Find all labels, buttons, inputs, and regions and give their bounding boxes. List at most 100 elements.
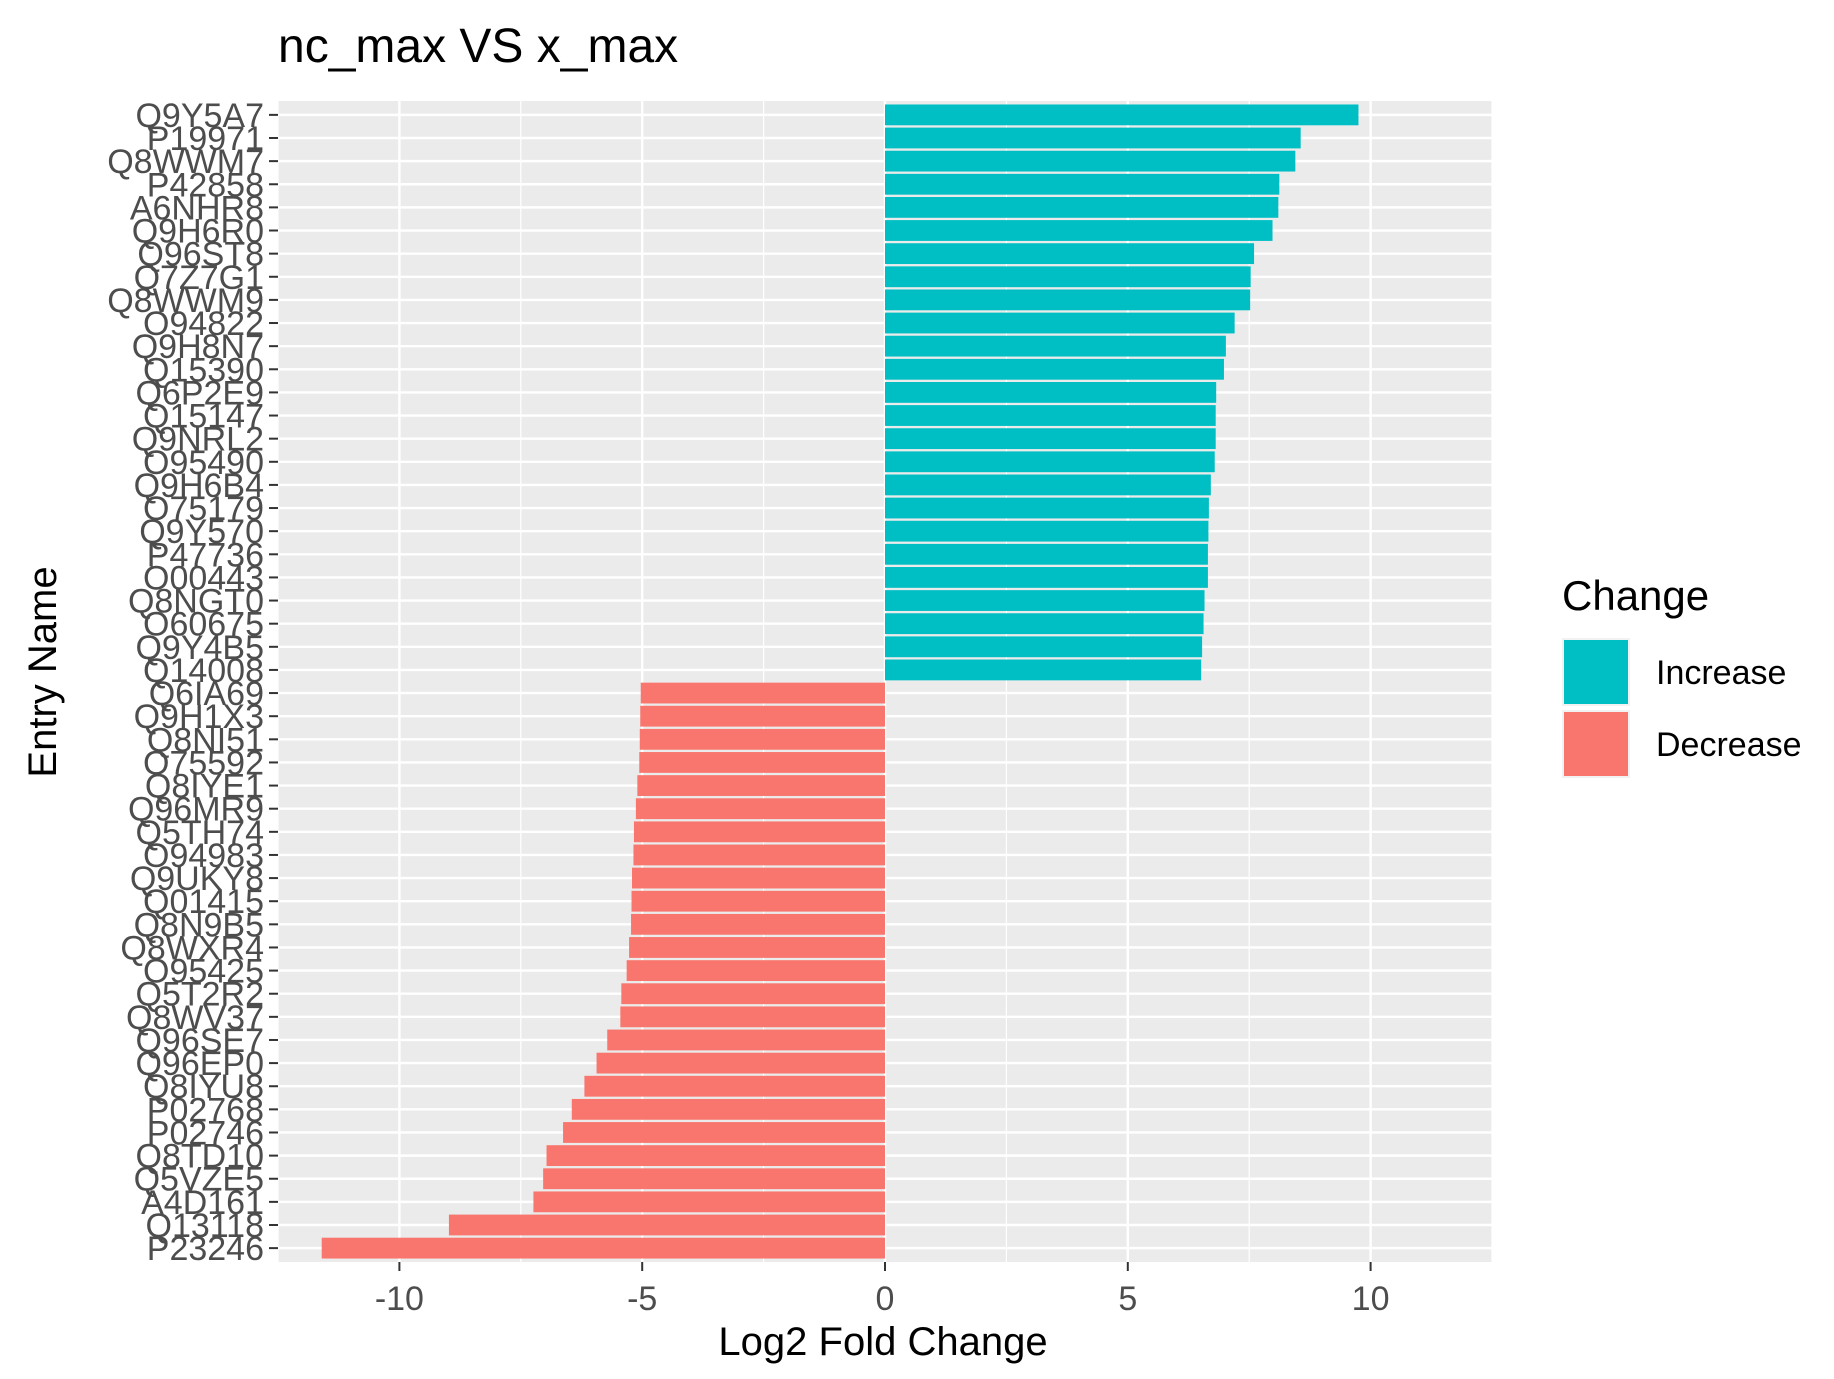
y-tick-label: Q8TD10 [136, 1138, 265, 1176]
y-tick-label: O94983 [143, 837, 264, 875]
axes: Q9Y5A7P19971Q8WWM7P42858A6NHR8Q9H6R0Q96S… [107, 97, 1389, 1318]
y-tick-label: Q5VZE5 [134, 1161, 264, 1199]
bar-o94983 [633, 844, 885, 866]
bar-o94822 [885, 312, 1235, 334]
y-tick-label: O00443 [143, 559, 264, 597]
bar-q9y5a7 [885, 104, 1359, 126]
bar-a4d161 [533, 1191, 885, 1213]
y-tick-label: Q8WWM7 [107, 143, 264, 181]
y-tick-label: O75179 [143, 490, 264, 528]
y-tick-label: Q8NGT0 [128, 583, 264, 621]
bar-q7z7g1 [885, 266, 1251, 288]
bar-q96mr9 [635, 798, 885, 820]
bar-q8iyu8 [584, 1075, 885, 1097]
y-tick-label: P02746 [147, 1114, 264, 1152]
bar-o60675 [885, 613, 1204, 635]
bar-q8td10 [546, 1145, 885, 1167]
y-tick-label: Q6P2E9 [135, 374, 264, 412]
y-tick-label: Q9Y570 [139, 513, 264, 551]
y-tick-label: Q13118 [146, 1207, 264, 1245]
bar-p02746 [563, 1122, 885, 1143]
legend: Change Increase Decrease [1562, 572, 1802, 778]
y-tick-label: Q96EP0 [135, 1045, 264, 1083]
bar-q8ni51 [639, 728, 885, 750]
x-tick-label: 5 [1118, 1280, 1137, 1318]
y-tick-label: Q9Y4B5 [135, 629, 264, 667]
bar-q9uky8 [632, 867, 885, 889]
y-axis-title: Entry Name [21, 566, 65, 777]
y-tick-label: Q96ST8 [137, 236, 264, 274]
y-tick-label: P02768 [147, 1091, 264, 1129]
y-tick-label: Q9Y5A7 [135, 97, 264, 135]
y-tick-label: Q8IYE1 [145, 768, 264, 806]
y-tick-label: Q9UKY8 [130, 860, 264, 898]
bar-q8wv37 [620, 1006, 885, 1028]
x-tick-label: -5 [627, 1280, 657, 1318]
bar-o00443 [885, 567, 1208, 588]
bar-q9h8n7 [885, 335, 1226, 357]
y-tick-label: Q96SE7 [135, 1022, 264, 1060]
bar-p42858 [885, 173, 1280, 195]
y-tick-label: O94822 [143, 305, 264, 343]
y-tick-label: O60675 [143, 606, 264, 644]
bar-q14008 [885, 659, 1202, 681]
legend-key-increase [1564, 640, 1628, 704]
bar-q5vze5 [543, 1168, 885, 1190]
bar-q8wwm7 [885, 150, 1296, 172]
y-tick-label: P47736 [147, 536, 264, 574]
legend-label-increase: Increase [1656, 654, 1786, 692]
y-tick-label: Q6IA69 [149, 675, 264, 713]
chart-title: nc_max VS x_max [278, 20, 678, 73]
bar-q6p2e9 [885, 381, 1217, 403]
x-tick-label: 0 [876, 1280, 895, 1318]
bar-q96se7 [607, 1029, 885, 1051]
bar-q5t2r2 [621, 983, 885, 1005]
y-tick-label: P42858 [147, 166, 264, 204]
y-tick-label: Q15147 [143, 398, 264, 436]
y-tick-label: Q9NRL2 [132, 421, 264, 459]
bar-q8ngt0 [885, 590, 1205, 611]
bar-q96ep0 [596, 1052, 885, 1074]
y-tick-label: Q8WV37 [126, 999, 264, 1037]
bar-q13118 [448, 1214, 885, 1236]
bars [321, 104, 1359, 1259]
bar-q9h6b4 [885, 474, 1211, 496]
y-tick-label: Q01415 [143, 883, 264, 921]
bar-o75179 [885, 497, 1209, 519]
y-tick-label: Q9H6B4 [134, 467, 264, 505]
bar-q9h6r0 [885, 220, 1273, 241]
bar-o95425 [626, 960, 885, 982]
y-tick-label: Q8WXR4 [120, 929, 264, 967]
y-tick-label: A6NHR8 [130, 189, 264, 227]
y-tick-label: Q9H6R0 [132, 213, 264, 251]
bar-q96st8 [885, 243, 1255, 265]
y-tick-label: Q8WWM9 [107, 282, 264, 320]
y-tick-label: Q9H1X3 [134, 698, 264, 736]
bar-q8wwm9 [885, 289, 1251, 311]
bar-a6nhr8 [885, 196, 1279, 218]
legend-title: Change [1562, 572, 1709, 619]
bar-q01415 [631, 890, 885, 912]
bar-q5th74 [633, 821, 885, 843]
legend-label-decrease: Decrease [1656, 726, 1802, 764]
y-tick-label: Q8NI51 [147, 721, 264, 759]
y-tick-label: P23246 [147, 1230, 264, 1268]
bar-q8wxr4 [629, 937, 885, 958]
y-tick-label: Q8IYU8 [143, 1068, 264, 1106]
x-tick-label: 10 [1352, 1280, 1390, 1318]
bar-q8iye1 [637, 775, 885, 796]
bar-o95490 [885, 451, 1215, 473]
y-tick-label: Q8N9B5 [134, 906, 264, 944]
y-tick-label: O95425 [143, 953, 264, 991]
y-tick-label: Q15390 [143, 351, 264, 389]
bar-o75592 [639, 752, 885, 773]
y-tick-label: Q9H8N7 [132, 328, 264, 366]
bar-q9nrl2 [885, 428, 1216, 450]
y-tick-label: Q14008 [143, 652, 264, 690]
bar-p47736 [885, 543, 1208, 565]
y-tick-label: O75592 [143, 744, 264, 782]
legend-key-decrease [1564, 712, 1628, 776]
bar-p23246 [321, 1237, 886, 1259]
bar-q9y570 [885, 520, 1209, 542]
